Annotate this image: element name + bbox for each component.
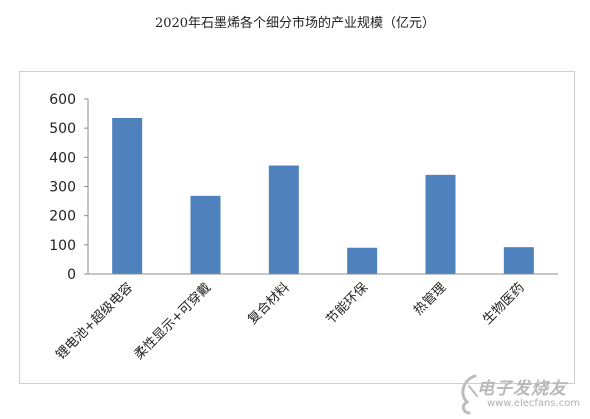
x-tick-label: 复合材料 [245, 280, 292, 327]
y-tick-label: 500 [49, 121, 76, 137]
bar [503, 247, 534, 274]
x-tick-label: 生物医药 [480, 280, 527, 327]
y-tick-label: 600 [49, 92, 76, 108]
x-tick-label: 节能环保 [324, 280, 371, 327]
watermark-logo-text: 电子发烧友 [477, 379, 567, 399]
bar [268, 165, 299, 274]
bar [425, 174, 456, 274]
elecfans-logo-icon [461, 374, 478, 415]
y-tick-label: 0 [67, 267, 76, 283]
watermark: 电子发烧友 www.elecfans.com [455, 372, 585, 416]
bar [347, 247, 378, 274]
chart-title: 2020年石墨烯各个细分市场的产业规模（亿元） [154, 16, 436, 31]
x-tick-label: 锂电池+超级电容 [53, 280, 136, 363]
x-tick-label: 柔性显示+可穿戴 [131, 280, 214, 363]
bar [112, 117, 143, 274]
y-tick-label: 300 [49, 180, 76, 196]
chart-frame: 0 100 200 300 400 500 600 锂电池+超级电容 柔性显示+可穿戴 复合材料… [19, 71, 575, 384]
y-tick-label: 400 [49, 150, 76, 166]
bar [190, 195, 221, 274]
x-tick-label: 热管理 [411, 280, 449, 318]
y-axis-ticks: 0 100 200 300 400 500 600 [49, 92, 88, 283]
y-tick-label: 200 [49, 209, 76, 225]
bars [112, 117, 534, 274]
watermark-url: www.elecfans.com [487, 398, 581, 409]
y-tick-label: 100 [49, 238, 76, 254]
